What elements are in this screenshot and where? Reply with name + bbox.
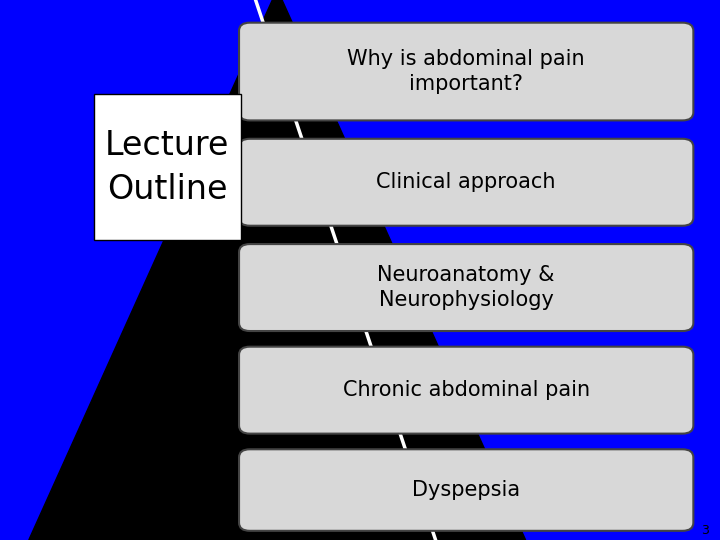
FancyBboxPatch shape (94, 94, 241, 240)
Text: 3: 3 (701, 524, 709, 537)
Text: Clinical approach: Clinical approach (377, 172, 556, 192)
FancyBboxPatch shape (239, 244, 693, 331)
Text: Why is abdominal pain
important?: Why is abdominal pain important? (347, 49, 585, 94)
Text: Lecture
Outline: Lecture Outline (105, 129, 230, 206)
FancyBboxPatch shape (239, 139, 693, 226)
Text: Neuroanatomy &
Neurophysiology: Neuroanatomy & Neurophysiology (377, 265, 555, 310)
FancyBboxPatch shape (239, 23, 693, 120)
FancyBboxPatch shape (239, 449, 693, 531)
Text: Chronic abdominal pain: Chronic abdominal pain (343, 380, 590, 400)
Polygon shape (29, 0, 526, 540)
FancyBboxPatch shape (239, 347, 693, 434)
Text: Dyspepsia: Dyspepsia (412, 480, 521, 500)
